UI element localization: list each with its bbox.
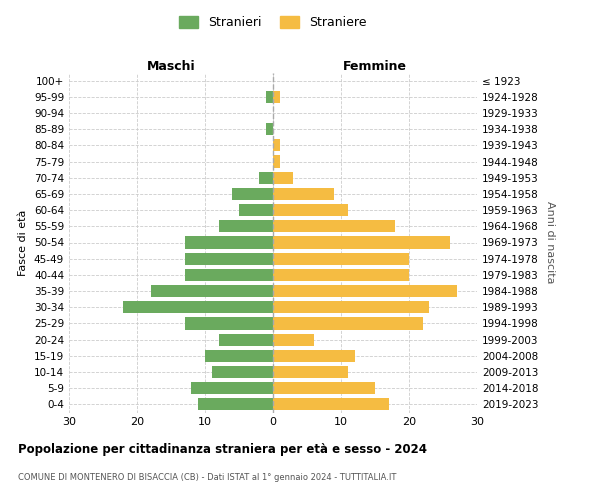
Bar: [239, 204, 273, 216]
Bar: [273, 156, 280, 168]
Bar: [273, 172, 293, 184]
Bar: [273, 90, 280, 103]
Bar: [273, 366, 348, 378]
Bar: [273, 382, 375, 394]
Bar: [273, 204, 348, 216]
Bar: [273, 398, 389, 410]
Text: Maschi: Maschi: [146, 60, 196, 72]
Bar: [273, 350, 355, 362]
Bar: [273, 140, 280, 151]
Bar: [266, 90, 273, 103]
Bar: [273, 318, 422, 330]
Bar: [191, 382, 273, 394]
Bar: [124, 301, 273, 314]
Bar: [198, 398, 273, 410]
Bar: [273, 188, 334, 200]
Bar: [273, 252, 409, 265]
Bar: [266, 123, 273, 135]
Bar: [273, 220, 395, 232]
Bar: [259, 172, 273, 184]
Legend: Stranieri, Straniere: Stranieri, Straniere: [175, 11, 371, 34]
Bar: [185, 252, 273, 265]
Text: Femmine: Femmine: [343, 60, 407, 72]
Bar: [273, 269, 409, 281]
Bar: [185, 318, 273, 330]
Bar: [212, 366, 273, 378]
Bar: [205, 350, 273, 362]
Bar: [218, 220, 273, 232]
Text: COMUNE DI MONTENERO DI BISACCIA (CB) - Dati ISTAT al 1° gennaio 2024 - TUTTITALI: COMUNE DI MONTENERO DI BISACCIA (CB) - D…: [18, 472, 397, 482]
Bar: [232, 188, 273, 200]
Bar: [273, 236, 450, 248]
Bar: [151, 285, 273, 297]
Bar: [218, 334, 273, 345]
Y-axis label: Anni di nascita: Anni di nascita: [545, 201, 555, 283]
Text: Popolazione per cittadinanza straniera per età e sesso - 2024: Popolazione per cittadinanza straniera p…: [18, 442, 427, 456]
Bar: [273, 301, 430, 314]
Bar: [185, 236, 273, 248]
Bar: [273, 285, 457, 297]
Bar: [185, 269, 273, 281]
Bar: [273, 334, 314, 345]
Y-axis label: Fasce di età: Fasce di età: [19, 210, 28, 276]
